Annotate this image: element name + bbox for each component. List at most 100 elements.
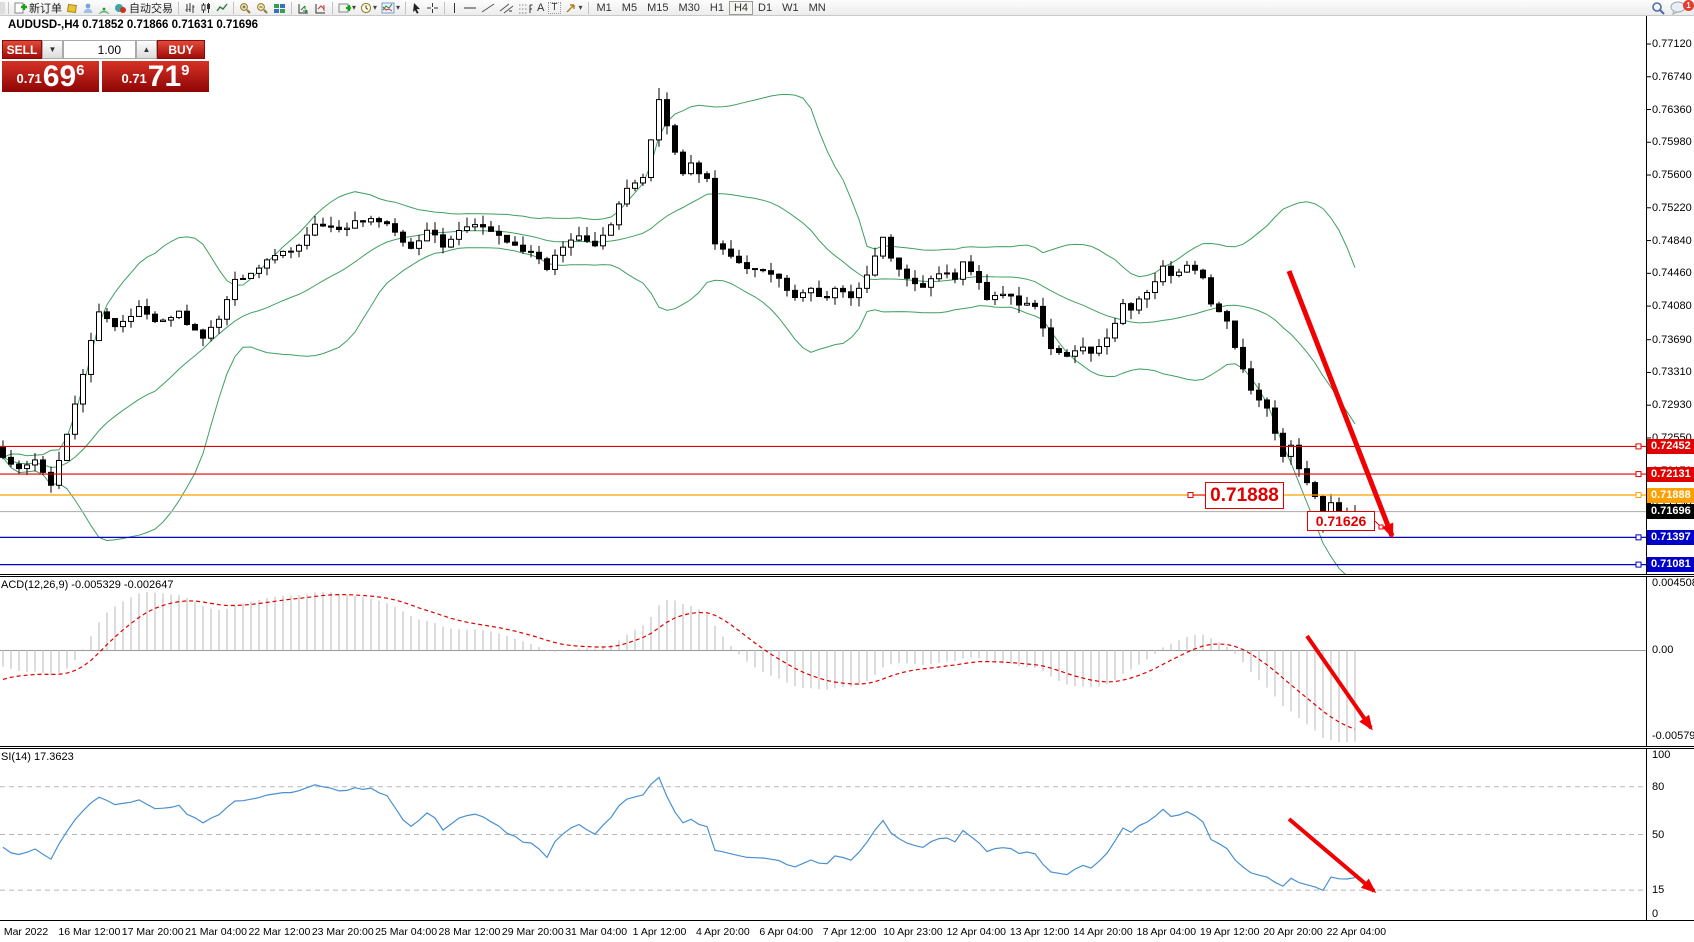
- cursor-icon: [413, 2, 421, 14]
- tile-windows-icon: [274, 3, 285, 13]
- equidistant-channel-icon: [499, 3, 514, 13]
- indicators-dropdown[interactable]: ▾: [336, 0, 358, 15]
- volume-input[interactable]: 1.00: [63, 40, 136, 59]
- volume-dropdown-button[interactable]: ▼: [42, 40, 63, 59]
- market-depth-button[interactable]: [80, 0, 96, 15]
- macd-scale-label: 0.004508: [1652, 577, 1694, 590]
- line-chart-icon: [216, 3, 228, 11]
- tile-windows-button[interactable]: [271, 0, 288, 15]
- chart-shift-end-button[interactable]: [312, 0, 329, 15]
- channel-tool[interactable]: [497, 0, 516, 15]
- buy-price-prefix: 0.71: [121, 71, 147, 86]
- bar-chart-button[interactable]: [182, 0, 198, 15]
- chevron-down-icon: ▾: [352, 3, 357, 12]
- time-axis-label: 12 Apr 04:00: [946, 926, 1007, 938]
- search-button[interactable]: [1649, 0, 1668, 15]
- timeframe-mn[interactable]: MN: [808, 1, 826, 14]
- time-axis-label: 19 Apr 12:00: [1199, 926, 1260, 938]
- buy-button[interactable]: BUY: [157, 40, 205, 59]
- rsi-indicator-label: SI(14) 17.3623: [1, 751, 74, 763]
- timeframe-d1[interactable]: D1: [758, 1, 773, 14]
- timeframe-m30[interactable]: M30: [678, 1, 700, 14]
- price-tick-label: 0.76740: [1652, 70, 1692, 83]
- line-chart-button[interactable]: [214, 0, 230, 15]
- sell-price[interactable]: 0.71 69 6: [2, 61, 99, 92]
- market-depth-icon: [83, 3, 93, 13]
- arrow-objects-icon: [566, 3, 575, 12]
- timeframe-w1[interactable]: W1: [782, 1, 799, 14]
- time-axis[interactable]: Mar 2022 16 Mar 12:00 17 Mar 20:00 21 Mar 0…: [0, 920, 1694, 942]
- time-axis-label: 14 Apr 20:00: [1073, 926, 1133, 938]
- time-axis-label: 7 Apr 12:00: [822, 926, 877, 938]
- chart-shift-end-icon: [315, 3, 325, 13]
- auto-trading-icon: [115, 3, 126, 13]
- periods-dropdown[interactable]: ▾: [358, 0, 379, 15]
- pane-divider[interactable]: [0, 746, 1694, 749]
- buy-price[interactable]: 0.71 71 9: [102, 61, 209, 92]
- signals-button[interactable]: [96, 0, 112, 15]
- indicators-icon: [338, 3, 351, 12]
- chart-symbol-ohlc: AUDUSD-,H4 0.71852 0.71866 0.71631 0.716…: [8, 19, 258, 31]
- price-line-badge: 0.71397: [1647, 529, 1694, 545]
- fibonacci-tool[interactable]: [516, 0, 535, 15]
- time-axis-label: 16 Mar 12:00: [58, 926, 121, 938]
- candle-chart-button[interactable]: [198, 0, 214, 15]
- arrows-dropdown[interactable]: ▾: [563, 0, 585, 15]
- main-chart-pane[interactable]: [0, 16, 1694, 574]
- timeframe-m15[interactable]: M15: [647, 1, 669, 14]
- volume-up-button[interactable]: ▲: [136, 40, 157, 59]
- price-annotation-support[interactable]: 0.71888: [1205, 482, 1284, 509]
- notification-badge: 1: [1683, 0, 1694, 11]
- auto-trading-button[interactable]: 自动交易: [112, 0, 175, 15]
- timeframe-h4[interactable]: H4: [728, 0, 754, 15]
- time-axis-label: 6 Apr 04:00: [759, 926, 814, 938]
- time-axis-label: 20 Apr 20:00: [1263, 926, 1323, 938]
- crosshair-icon: [427, 2, 439, 13]
- chart-shift-button[interactable]: [64, 0, 80, 15]
- buy-price-big: 71: [147, 60, 182, 93]
- toolbar: 新订单 自动交易 ▾ ▾: [0, 0, 1694, 16]
- trendline-tool[interactable]: [479, 0, 497, 15]
- new-order-button[interactable]: 新订单: [12, 0, 64, 15]
- zoom-in-button[interactable]: [237, 0, 254, 15]
- rsi-level-label: 100: [1652, 749, 1671, 761]
- zoom-out-button[interactable]: [254, 0, 271, 15]
- price-tick-label: 0.72930: [1652, 399, 1692, 412]
- price-line-badge: 0.71888: [1647, 487, 1694, 503]
- one-click-trading-panel: SELL ▼ 1.00 ▲ BUY 0.71 69 6 0.71 71 9: [2, 40, 209, 92]
- notifications-button[interactable]: 1: [1668, 0, 1694, 15]
- sell-button[interactable]: SELL: [2, 40, 42, 59]
- horizontal-line-icon: [464, 7, 477, 8]
- vertical-line-tool[interactable]: [448, 0, 461, 15]
- price-tick-label: 0.75220: [1652, 201, 1692, 214]
- rsi-pane[interactable]: [0, 749, 1694, 920]
- timeframe-h1[interactable]: H1: [709, 1, 724, 14]
- clock-icon: [360, 2, 372, 13]
- price-line-badge: 0.72131: [1647, 466, 1694, 482]
- trendline-icon: [481, 3, 495, 12]
- templates-dropdown[interactable]: ▾: [379, 0, 402, 15]
- auto-trading-label: 自动交易: [129, 2, 173, 15]
- time-axis-label: 13 Apr 12:00: [1009, 926, 1070, 938]
- auto-scroll-button[interactable]: [295, 0, 312, 15]
- timeframe-m1[interactable]: M1: [596, 1, 612, 14]
- cursor-tool-button[interactable]: [409, 0, 424, 15]
- time-axis-label: 29 Mar 20:00: [501, 926, 564, 938]
- crosshair-tool-button[interactable]: [424, 0, 441, 15]
- price-line-badge: 0.71081: [1647, 557, 1694, 573]
- macd-pane[interactable]: [0, 577, 1694, 746]
- fibonacci-icon: [519, 4, 533, 13]
- timeframe-m5[interactable]: M5: [621, 1, 638, 14]
- chart-shift-icon: [66, 3, 77, 13]
- horizontal-line-tool[interactable]: [461, 0, 479, 15]
- time-axis-label: 28 Mar 12:00: [438, 926, 501, 938]
- vertical-line-icon: [454, 2, 456, 13]
- price-annotation-breakdown[interactable]: 0.71626: [1307, 511, 1375, 531]
- time-axis-label: 18 Apr 04:00: [1136, 926, 1197, 938]
- price-tick-label: 0.76360: [1652, 103, 1692, 116]
- price-tick-label: 0.73690: [1652, 333, 1692, 346]
- bar-chart-icon: [185, 2, 195, 13]
- pane-divider[interactable]: [0, 574, 1694, 577]
- text-tool[interactable]: A: [535, 0, 546, 15]
- label-tool[interactable]: T: [546, 0, 562, 15]
